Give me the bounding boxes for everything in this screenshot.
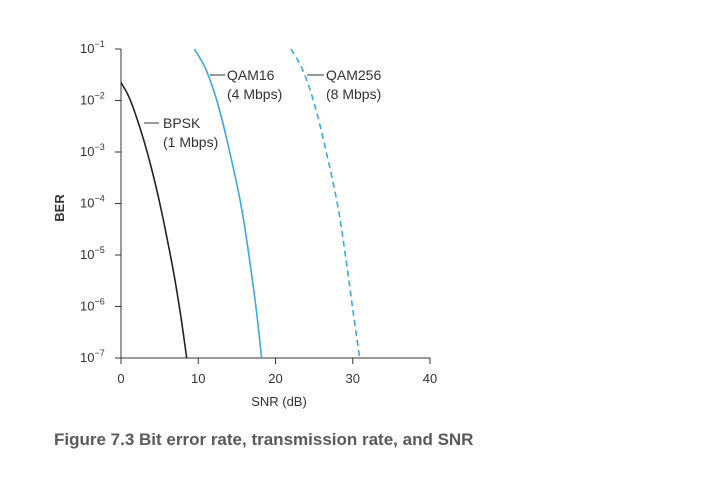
qam256-label: QAM256 [326, 67, 381, 83]
y-axis-ticks: 10−1 10−2 10−3 10−4 10−5 10−6 10−7 [80, 39, 121, 365]
series-labels: BPSK (1 Mbps) QAM16 (4 Mbps) QAM256 (8 Mbps) [144, 67, 381, 150]
x-tick-label: 40 [423, 371, 437, 386]
y-tick-label: 10−2 [80, 91, 105, 108]
x-axis-label: SNR (dB) [251, 394, 307, 409]
qam256-rate-label: (8 Mbps) [326, 86, 381, 102]
figure-caption: Figure 7.3 Bit error rate, transmission … [54, 430, 474, 449]
series-lines [120, 48, 361, 359]
y-tick-label: 10−3 [80, 142, 105, 159]
bpsk-rate-label: (1 Mbps) [163, 134, 218, 150]
x-tick-label: 10 [191, 371, 205, 386]
qam256-curve [290, 48, 361, 359]
x-tick-label: 0 [117, 371, 124, 386]
qam16-curve [193, 48, 263, 359]
bpsk-curve [120, 82, 188, 359]
y-tick-label: 10−4 [80, 194, 105, 211]
y-tick-label: 10−1 [80, 39, 105, 56]
qam16-label: QAM16 [227, 67, 275, 83]
x-axis-ticks: 0 10 20 30 40 [117, 358, 437, 386]
y-tick-label: 10−6 [80, 297, 105, 314]
y-tick-label: 10−7 [80, 348, 105, 365]
y-axis-label: BER [52, 194, 67, 222]
x-tick-label: 30 [346, 371, 360, 386]
bpsk-label: BPSK [163, 115, 201, 131]
qam16-rate-label: (4 Mbps) [227, 86, 282, 102]
y-tick-label: 10−5 [80, 245, 105, 262]
x-tick-label: 20 [268, 371, 282, 386]
